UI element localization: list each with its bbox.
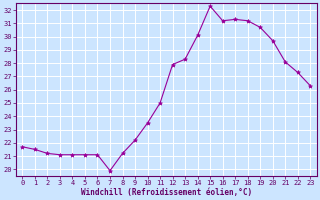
X-axis label: Windchill (Refroidissement éolien,°C): Windchill (Refroidissement éolien,°C)	[81, 188, 252, 197]
